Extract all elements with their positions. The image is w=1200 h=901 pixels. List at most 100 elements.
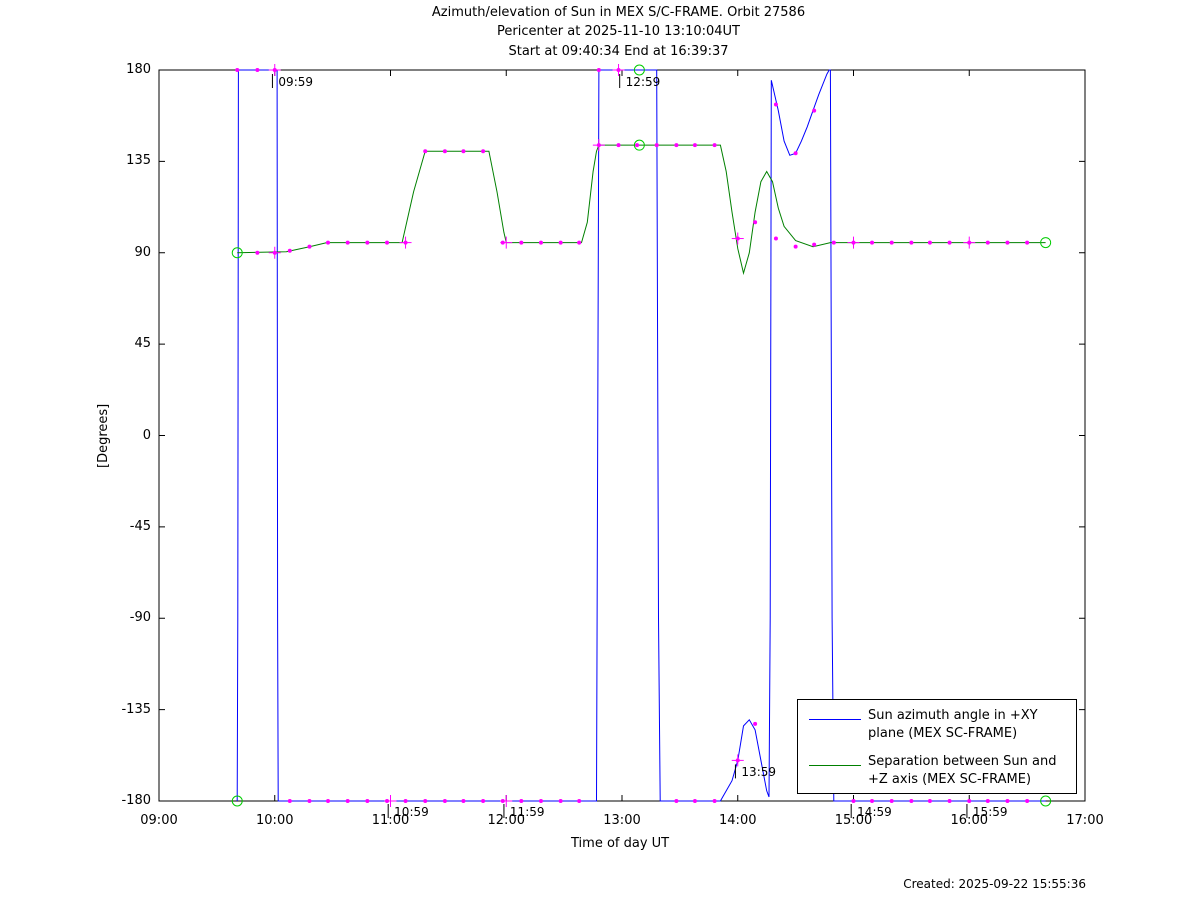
annotation-label: 10:59 — [394, 805, 429, 819]
data-point-marker — [481, 799, 486, 803]
y-tick-label: -135 — [121, 701, 151, 717]
data-point-marker — [1025, 799, 1030, 803]
data-point-marker — [851, 799, 856, 803]
data-point-marker — [442, 149, 447, 154]
data-point-marker — [909, 799, 914, 803]
legend-label-separation: Separation between Sun and +Z axis (MEX … — [868, 754, 1057, 787]
data-point-marker — [635, 143, 640, 148]
data-point-marker — [345, 240, 350, 245]
data-point-marker — [307, 244, 312, 249]
data-point-marker — [793, 244, 798, 249]
data-point-marker — [325, 240, 330, 245]
data-point-marker — [287, 248, 292, 253]
data-point-marker — [692, 799, 697, 803]
event-circle-marker — [633, 64, 645, 76]
annotation-label: 15:59 — [972, 805, 1008, 819]
data-point-marker — [909, 240, 914, 245]
data-point-marker — [927, 799, 932, 803]
created-timestamp: Created: 2025-09-22 15:55:36 — [903, 877, 1086, 891]
data-point-marker — [403, 799, 408, 803]
x-tick-label: 15:00 — [834, 813, 873, 828]
data-point-marker — [461, 149, 466, 154]
y-axis-label: [Degrees] — [96, 403, 111, 468]
y-tick-label: 90 — [134, 244, 151, 260]
data-point-marker — [461, 799, 466, 803]
x-tick-label: 16:00 — [950, 813, 988, 828]
y-tick-label: 0 — [142, 427, 151, 443]
data-point-marker — [287, 799, 292, 803]
data-point-marker — [577, 799, 582, 803]
annotation-label: 14:59 — [857, 805, 892, 819]
data-point-marker — [1025, 240, 1030, 245]
data-point-marker — [831, 240, 836, 245]
x-tick-label: 09:00 — [140, 813, 178, 828]
y-tick-label: -90 — [129, 610, 151, 626]
data-point-marker — [870, 799, 875, 803]
data-point-marker — [1005, 240, 1010, 245]
chart-title-line-2: Pericenter at 2025-11-10 13:10:04UT — [496, 24, 740, 39]
annotation-label: 12:59 — [625, 75, 661, 89]
data-point-marker — [423, 799, 428, 803]
data-point-marker — [674, 799, 679, 803]
data-point-marker — [538, 240, 543, 245]
data-point-marker — [442, 799, 447, 803]
data-point-marker — [519, 240, 524, 245]
annotation-label: 11:59 — [509, 805, 545, 819]
annotation-label: 09:59 — [278, 75, 314, 89]
plot-frame — [158, 69, 1086, 802]
chart-title-line-1: Azimuth/elevation of Sun in MEX S/C-FRAM… — [431, 5, 806, 20]
data-point-marker — [519, 799, 524, 803]
series-line-azimuth — [236, 69, 1046, 802]
data-point-marker — [616, 143, 621, 148]
data-point-marker — [481, 149, 486, 154]
data-point-marker — [927, 240, 932, 245]
event-circle-marker — [1040, 795, 1052, 807]
data-point-marker — [385, 240, 390, 245]
data-point-marker — [712, 143, 717, 148]
event-circle-marker — [633, 139, 645, 151]
x-tick-label: 12:00 — [487, 813, 525, 828]
x-axis-label: Time of day UT — [571, 836, 670, 851]
data-point-marker — [967, 799, 972, 803]
data-point-marker — [793, 151, 798, 156]
data-point-marker — [307, 799, 312, 803]
data-point-marker — [325, 799, 330, 803]
data-point-marker — [753, 721, 758, 726]
data-point-marker — [870, 240, 875, 245]
series-line-separation — [237, 144, 1046, 276]
event-circle-marker — [231, 247, 243, 259]
y-tick-label: 45 — [134, 336, 151, 352]
data-point-marker — [985, 799, 990, 803]
data-point-marker — [235, 68, 240, 72]
x-tick-label: 13:00 — [603, 813, 641, 828]
y-tick-label: 135 — [126, 153, 151, 169]
x-tick-label: 17:00 — [1066, 813, 1104, 828]
data-point-marker — [538, 799, 543, 803]
y-tick-label: -45 — [129, 518, 151, 534]
data-point-marker — [558, 240, 563, 245]
data-point-marker — [753, 220, 758, 225]
y-tick-label: 180 — [126, 62, 151, 77]
data-point-marker — [558, 799, 563, 803]
data-point-marker — [773, 236, 778, 241]
x-tick-label: 14:00 — [719, 813, 757, 828]
data-point-marker — [692, 143, 697, 148]
data-point-marker — [947, 799, 952, 803]
data-point-marker — [712, 799, 717, 803]
data-point-marker — [812, 242, 817, 247]
data-point-marker — [423, 149, 428, 154]
data-point-marker — [985, 240, 990, 245]
data-point-marker — [345, 799, 350, 803]
data-point-marker — [812, 108, 817, 113]
data-point-marker — [889, 240, 894, 245]
event-circle-marker — [231, 795, 243, 807]
data-point-marker — [255, 250, 260, 255]
data-point-marker — [365, 799, 370, 803]
data-point-marker — [596, 68, 601, 72]
x-tick-label: 11:00 — [371, 813, 410, 828]
data-point-marker — [255, 68, 260, 72]
data-point-marker — [947, 240, 952, 245]
data-point-marker — [654, 143, 659, 148]
data-point-marker — [365, 240, 370, 245]
